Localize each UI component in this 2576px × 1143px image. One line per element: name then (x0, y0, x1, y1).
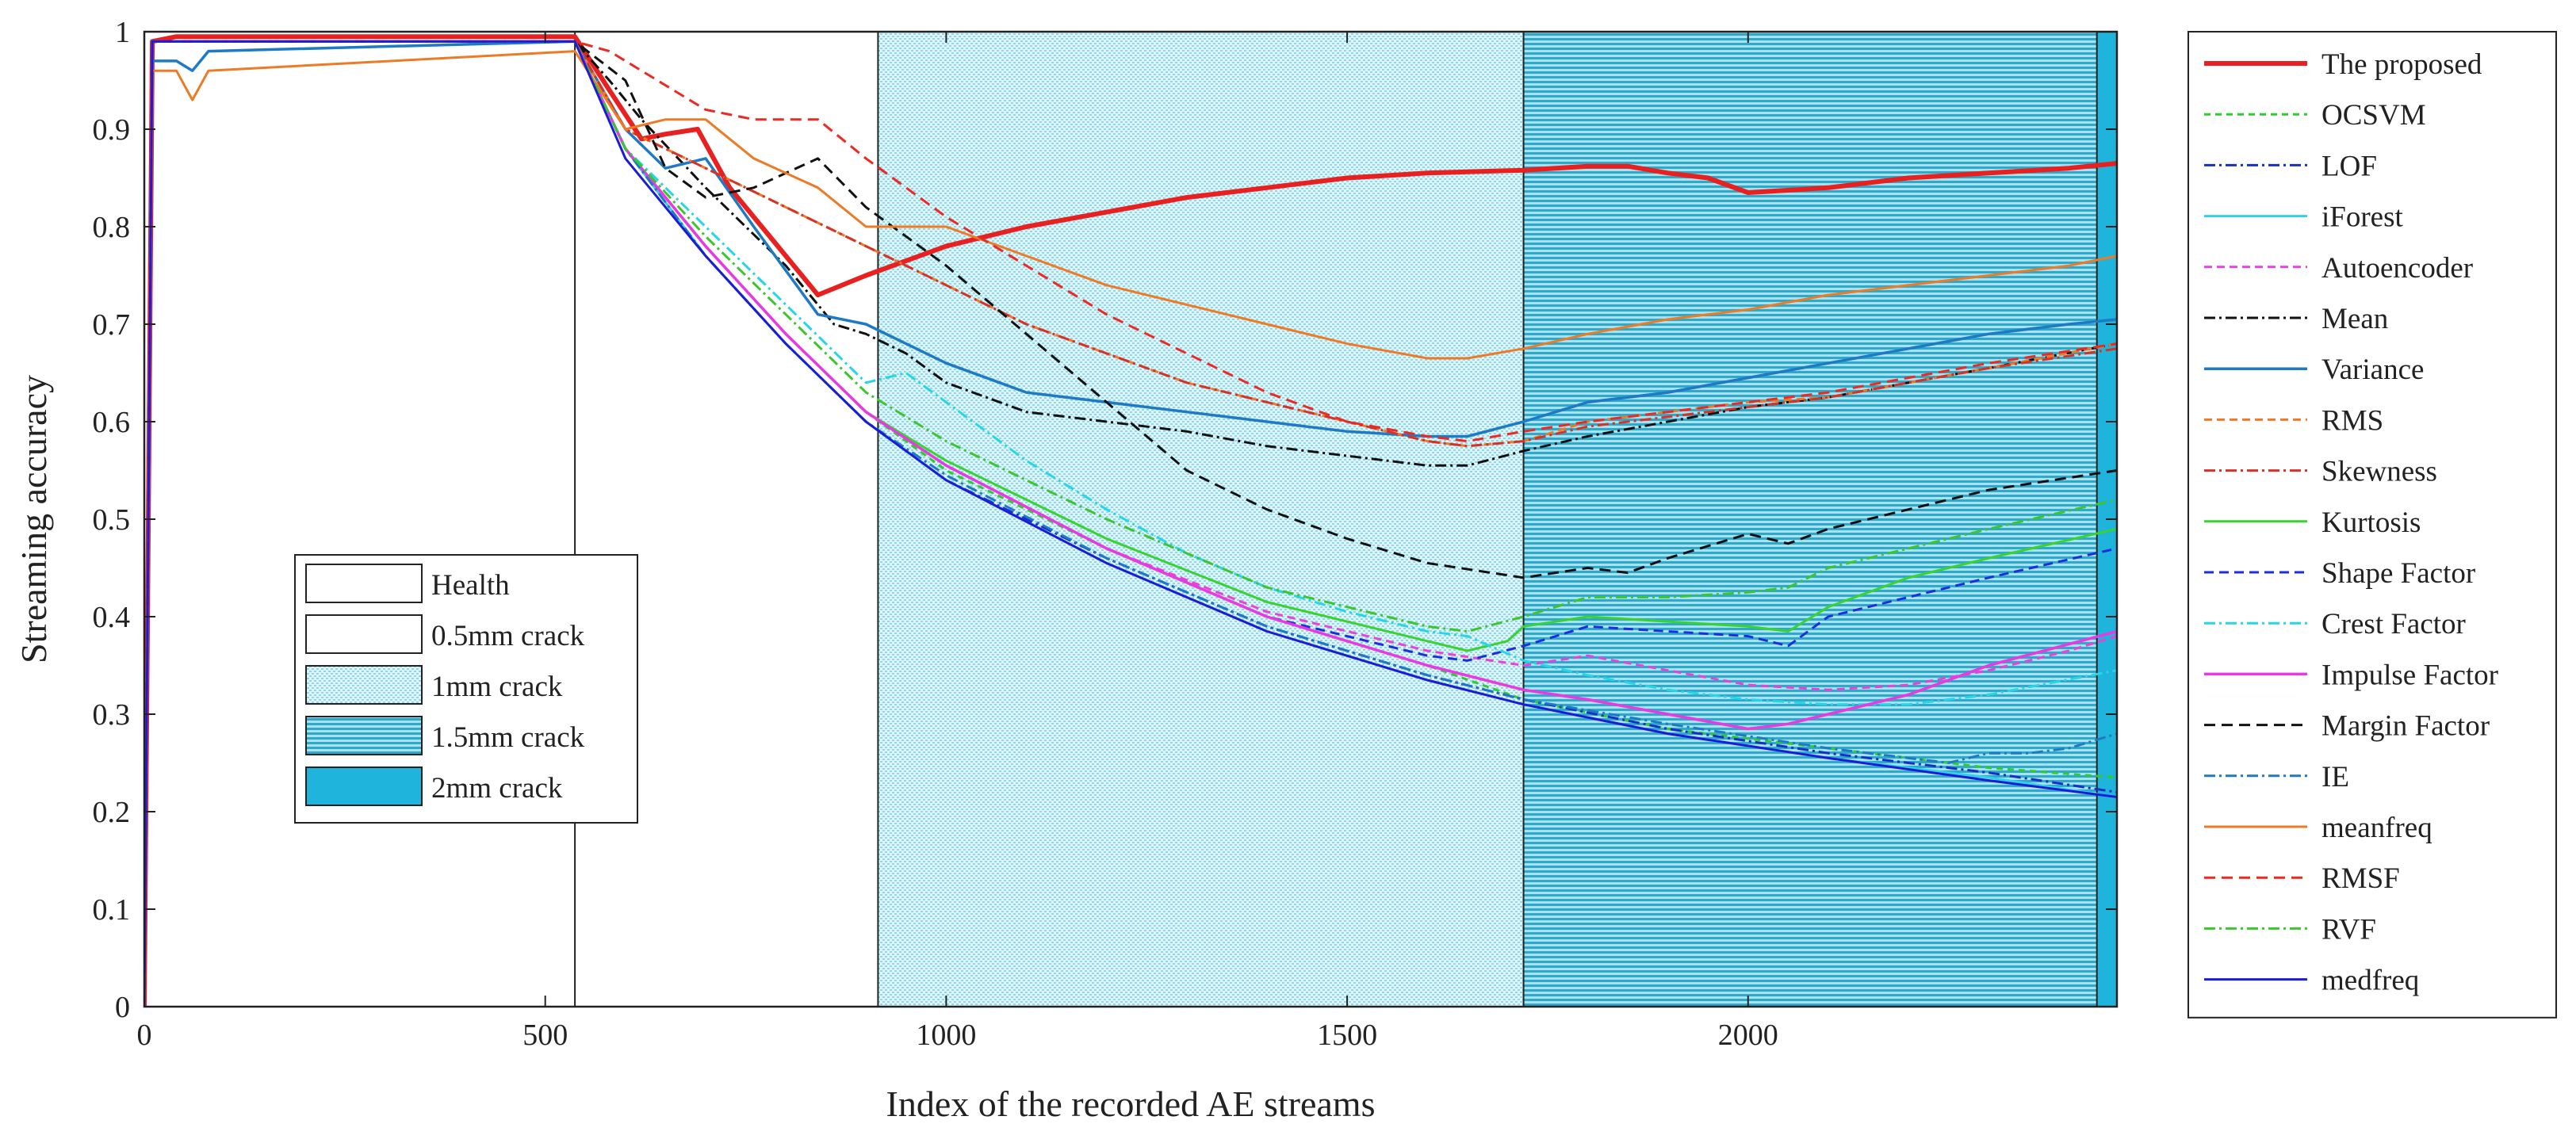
region-legend-label: 1.5mm crack (431, 721, 585, 754)
x-tick-label: 0 (137, 1019, 152, 1052)
y-tick-label: 0.7 (93, 308, 131, 342)
series-legend-label: RMSF (2321, 862, 2400, 895)
region-legend-label: 0.5mm crack (431, 620, 585, 652)
region-legend-swatch (305, 766, 423, 806)
series-legend-label: Mean (2321, 303, 2388, 335)
series-legend-label: Kurtosis (2321, 507, 2421, 539)
y-axis-ticks: 0 0.1 0.2 0.3 0.4 0.5 0.6 0.7 0.8 0.9 1 (93, 16, 2117, 1024)
y-tick-label: 0.9 (93, 113, 131, 147)
series-line-17 (144, 40, 2117, 1007)
region-legend-swatch (305, 614, 423, 654)
x-tick-label: 1000 (916, 1019, 976, 1052)
series-legend-label: OCSVM (2321, 99, 2426, 132)
series-legend-label: Shape Factor (2321, 557, 2475, 590)
series-legend-label: Crest Factor (2321, 608, 2466, 640)
y-tick-label: 0.3 (93, 698, 131, 732)
series-line-16 (144, 40, 2117, 1007)
series-legend-label: LOF (2321, 150, 2377, 182)
y-tick-label: 0.5 (93, 503, 131, 537)
series-legend-label: RMS (2321, 404, 2383, 437)
region-legend-label: 2mm crack (431, 772, 563, 805)
x-axis-ticks: 0 500 1000 1500 2000 (137, 32, 1778, 1052)
region-legend-swatch (305, 564, 423, 603)
series-line-5 (144, 40, 2117, 1007)
region-legend: Health 0.5mm crack 1mm crack 1.5mm crack 2mm… (294, 554, 638, 824)
series-layer (144, 34, 2117, 1007)
x-tick-label: 500 (522, 1019, 568, 1052)
region-2 (878, 32, 1524, 1007)
series-legend-box (2187, 31, 2557, 1019)
series-line-0 (144, 34, 2117, 1007)
series-line-13 (144, 40, 2117, 1007)
region-legend-swatch (305, 665, 423, 705)
regions-layer (144, 32, 2117, 1007)
series-legend-label: Skewness (2321, 456, 2437, 488)
series-legend-label: iForest (2321, 201, 2404, 234)
y-tick-label: 0.8 (93, 211, 131, 244)
series-legend-label: The proposed (2321, 48, 2482, 81)
series-legend-label: Impulse Factor (2321, 659, 2498, 691)
series-legend-label: Margin Factor (2321, 710, 2490, 743)
series-legend-label: IE (2321, 761, 2349, 793)
region-legend-label: 1mm crack (431, 671, 563, 703)
x-tick-label: 2000 (1718, 1019, 1778, 1052)
series-legend: The proposed OCSVM LOF iForest Autoencoder Me… (2187, 31, 2557, 1019)
region-0 (144, 32, 576, 1007)
region-legend-swatch (305, 716, 423, 755)
region-3 (1523, 32, 2097, 1007)
series-legend-label: Variance (2321, 354, 2424, 386)
series-legend-label: medfreq (2321, 965, 2419, 997)
series-legend-label: RVF (2321, 913, 2376, 946)
series-line-18 (144, 40, 2117, 1007)
series-legend-label: meanfreq (2321, 812, 2432, 844)
y-tick-label: 0 (115, 991, 130, 1024)
y-tick-label: 0.6 (93, 406, 131, 439)
y-tick-label: 0.2 (93, 796, 131, 829)
region-boundaries (574, 32, 2098, 1007)
y-tick-label: 0.4 (93, 601, 131, 634)
region-legend-label: Health (431, 569, 510, 602)
series-line-15 (144, 50, 2117, 1007)
y-tick-label: 0.1 (93, 893, 131, 927)
series-legend-label: Autoencoder (2321, 252, 2473, 285)
x-tick-label: 1500 (1317, 1019, 1377, 1052)
x-axis-label: Index of the recorded AE streams (886, 1084, 1376, 1124)
y-tick-label: 1 (115, 16, 130, 49)
y-axis-label: Streaming accuracy (13, 375, 54, 663)
